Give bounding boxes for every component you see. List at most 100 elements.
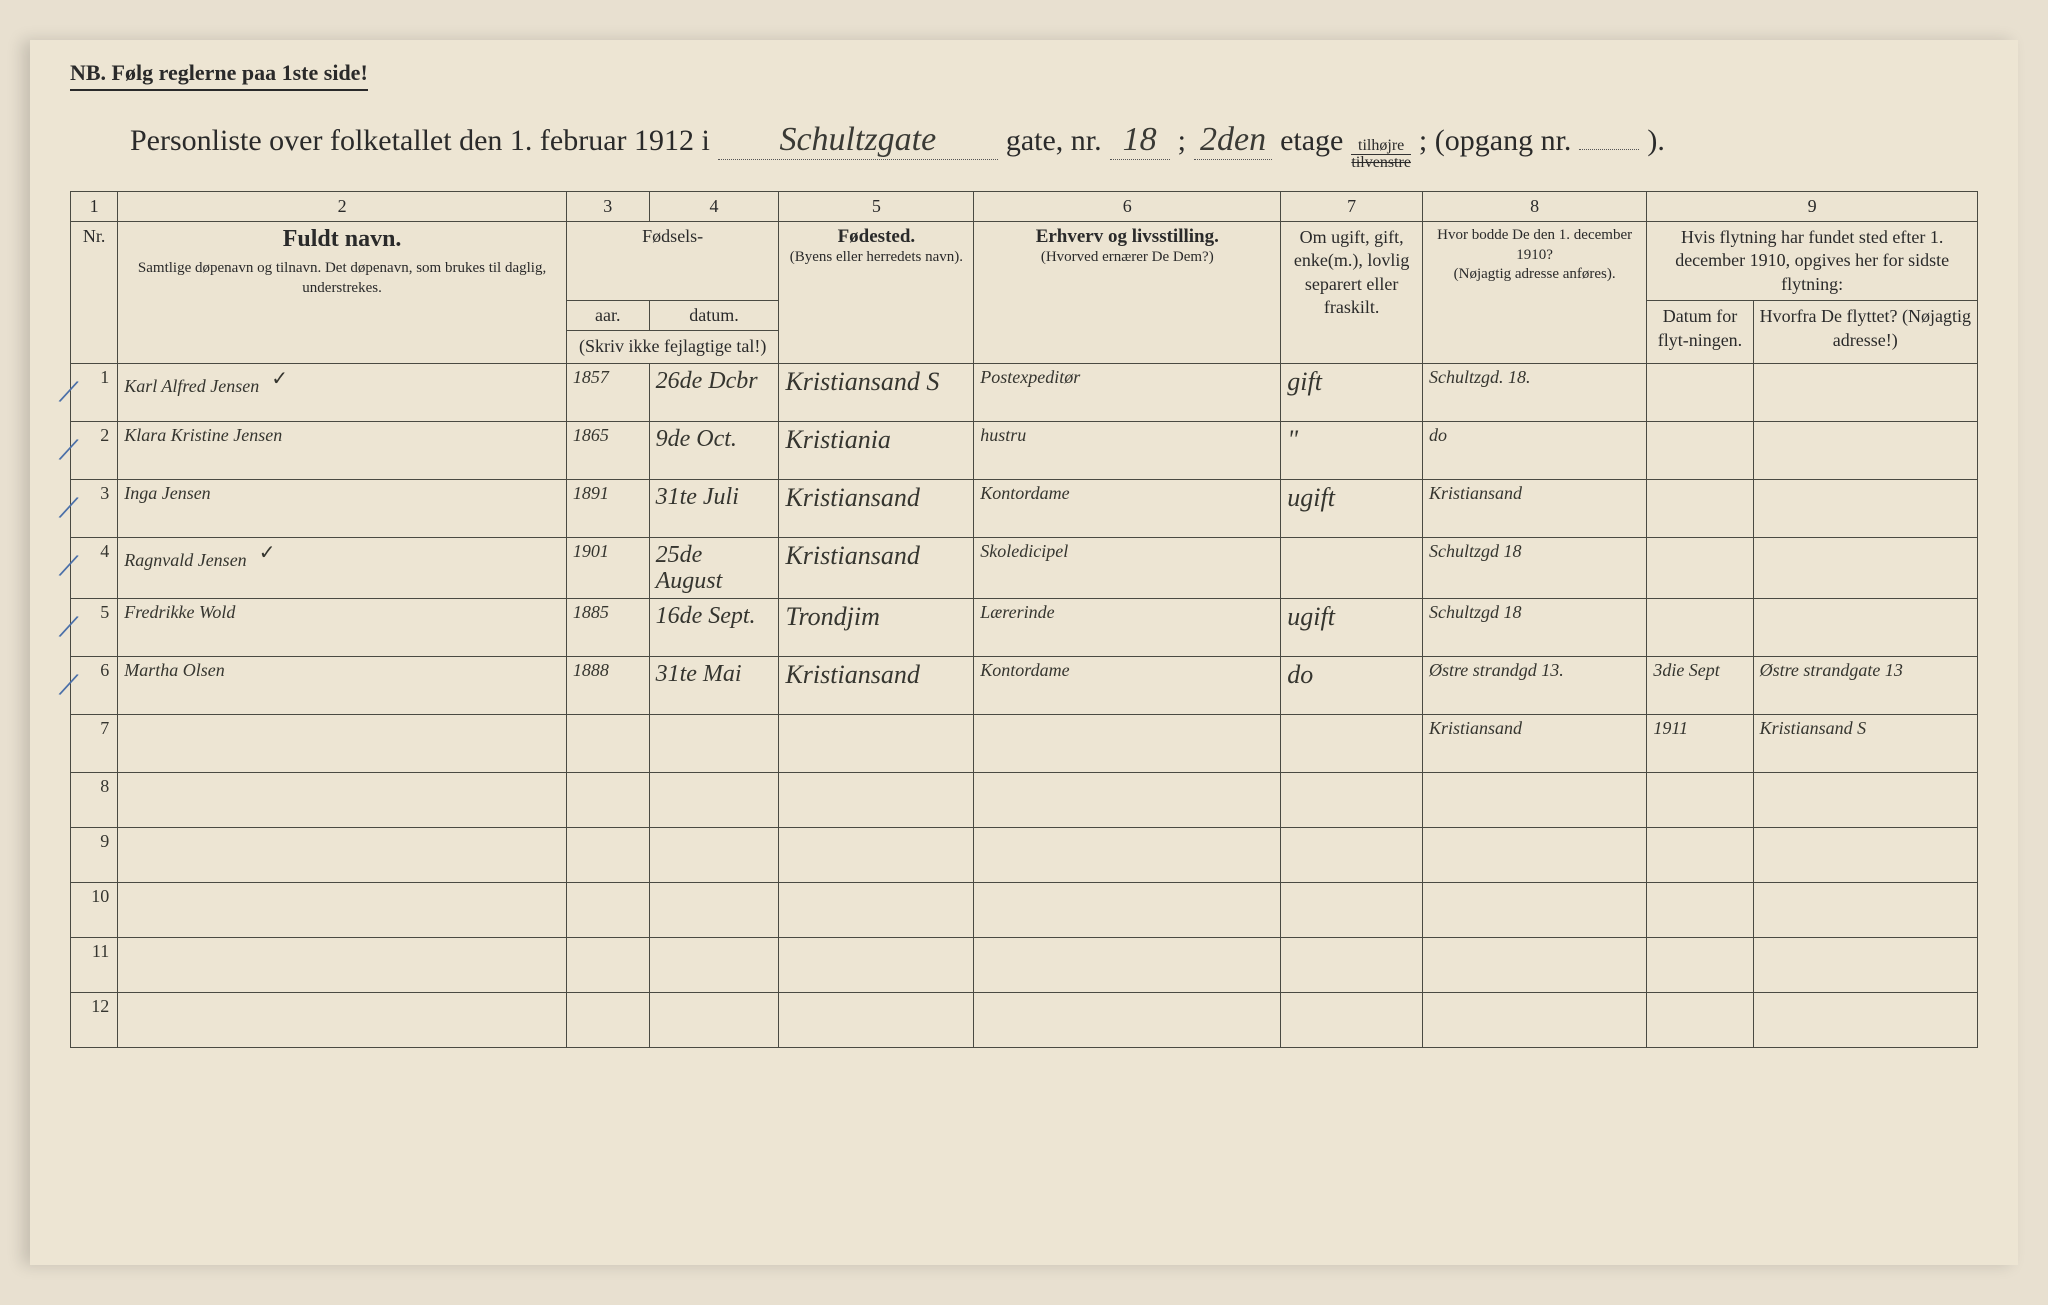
etage-number: 2den <box>1194 121 1272 160</box>
cell-status: ugift <box>1281 479 1423 537</box>
check-tick-icon: / <box>58 545 78 586</box>
census-page: NB. Følg reglerne paa 1ste side! Personl… <box>30 40 2018 1265</box>
row-number: 10 <box>71 883 118 938</box>
row-number: /2 <box>71 421 118 479</box>
opgang-label: ; (opgang nr. <box>1419 124 1571 158</box>
row-number: /5 <box>71 599 118 657</box>
cell-address-1910: Schultzgd. 18. <box>1422 363 1646 421</box>
cell-occupation: Postexpeditør <box>974 363 1281 421</box>
census-table: 1 2 3 4 5 6 7 8 9 Nr. Fuldt navn. Samtli… <box>70 191 1978 1048</box>
cell-name: Karl Alfred Jensen✓ <box>118 363 567 421</box>
header-name: Fuldt navn. Samtlige døpenavn og tilnavn… <box>118 222 567 364</box>
header-place: Fødested. (Byens eller herredets navn). <box>779 222 974 364</box>
check-tick-icon: / <box>58 607 78 648</box>
cell-name: Inga Jensen <box>118 479 567 537</box>
cell-occupation: Kontordame <box>974 657 1281 715</box>
cell-date: 31te Juli <box>649 479 779 537</box>
cell-move-date <box>1647 363 1753 421</box>
cell-name: Klara Kristine Jensen <box>118 421 567 479</box>
cell-move-from: Østre strandgate 13 <box>1753 657 1977 715</box>
title-end: ). <box>1647 124 1665 158</box>
cell-move-date <box>1647 599 1753 657</box>
header-occ-sub: (Hvorved ernærer De Dem?) <box>980 248 1274 268</box>
cell-status: do <box>1281 657 1423 715</box>
row-number: /6 <box>71 657 118 715</box>
cell-date: 16de Sept. <box>649 599 779 657</box>
cell-name: Martha Olsen <box>118 657 567 715</box>
cell-year: 1885 <box>566 599 649 657</box>
cell-year <box>566 715 649 773</box>
checkmark-icon: ✓ <box>271 368 288 390</box>
checkmark-icon: ✓ <box>259 542 276 564</box>
colnum: 9 <box>1647 192 1978 222</box>
cell-move-from <box>1753 537 1977 599</box>
cell-address-1910: Østre strandgd 13. <box>1422 657 1646 715</box>
header-addr-sub: (Nøjagtig adresse anføres). <box>1429 265 1640 285</box>
street-field: Schultzgate <box>718 121 998 160</box>
cell-status: " <box>1281 421 1423 479</box>
row-number: /1 <box>71 363 118 421</box>
side-fraction: tilhøjre tilvenstre <box>1351 138 1411 171</box>
header-occupation: Erhverv og livsstilling. (Hvorved ernære… <box>974 222 1281 364</box>
cell-occupation: hustru <box>974 421 1281 479</box>
cell-move-from: Kristiansand S <box>1753 715 1977 773</box>
cell-date: 25de August <box>649 537 779 599</box>
table-row: /6Martha Olsen188831te MaiKristiansandKo… <box>71 657 1978 715</box>
table-row: /1Karl Alfred Jensen✓185726de DcbrKristi… <box>71 363 1978 421</box>
cell-move-from <box>1753 599 1977 657</box>
table-row: /3Inga Jensen189131te JuliKristiansandKo… <box>71 479 1978 537</box>
header-birth-date: datum. <box>649 301 779 331</box>
cell-date <box>649 715 779 773</box>
header-status: Om ugift, gift, enke(m.), lovlig separer… <box>1281 222 1423 364</box>
header-birth-group: Fødsels- <box>566 222 779 301</box>
colnum: 5 <box>779 192 974 222</box>
cell-birthplace: Kristiansand <box>779 537 974 599</box>
row-number: 9 <box>71 828 118 883</box>
cell-address-1910: Schultzgd 18 <box>1422 599 1646 657</box>
table-row: 7Kristiansand1911Kristiansand S <box>71 715 1978 773</box>
cell-year: 1888 <box>566 657 649 715</box>
colnum: 2 <box>118 192 567 222</box>
check-tick-icon: / <box>58 665 78 706</box>
cell-status: ugift <box>1281 599 1423 657</box>
row-number: /3 <box>71 479 118 537</box>
cell-move-date <box>1647 479 1753 537</box>
header-addr-big: Hvor bodde De den 1. december 1910? <box>1429 226 1640 265</box>
title-prefix: Personliste over folketallet den 1. febr… <box>130 124 710 158</box>
colnum: 8 <box>1422 192 1646 222</box>
gate-number: 18 <box>1110 121 1170 160</box>
row-number: 8 <box>71 773 118 828</box>
cell-address-1910: Kristiansand <box>1422 715 1646 773</box>
row-number: 12 <box>71 993 118 1048</box>
cell-birthplace: Trondjim <box>779 599 974 657</box>
nb-instruction: NB. Følg reglerne paa 1ste side! <box>70 60 368 91</box>
row-number: /4 <box>71 537 118 599</box>
cell-name <box>118 715 567 773</box>
table-row-empty: 10 <box>71 883 1978 938</box>
table-row-empty: 9 <box>71 828 1978 883</box>
header-birth-note: (Skriv ikke fejlagtige tal!) <box>566 331 779 363</box>
side-top: tilhøjre <box>1351 138 1411 155</box>
cell-address-1910: Kristiansand <box>1422 479 1646 537</box>
header-name-big: Fuldt navn. <box>124 226 560 253</box>
cell-name: Fredrikke Wold <box>118 599 567 657</box>
table-row: /4Ragnvald Jensen✓190125de AugustKristia… <box>71 537 1978 599</box>
header-move-from: Hvorfra De flyttet? (Nøjagtig adresse!) <box>1753 301 1977 363</box>
check-tick-icon: / <box>58 487 78 528</box>
colnum: 7 <box>1281 192 1423 222</box>
cell-address-1910: do <box>1422 421 1646 479</box>
etage-label: etage <box>1280 124 1343 158</box>
gate-label: gate, nr. <box>1006 124 1102 158</box>
check-tick-icon: / <box>58 429 78 470</box>
table-row: /5Fredrikke Wold188516de Sept.TrondjimLæ… <box>71 599 1978 657</box>
table-body: /1Karl Alfred Jensen✓185726de DcbrKristi… <box>71 363 1978 1048</box>
cell-year: 1901 <box>566 537 649 599</box>
cell-birthplace: Kristiansand <box>779 657 974 715</box>
cell-move-date: 3die Sept <box>1647 657 1753 715</box>
colnum: 3 <box>566 192 649 222</box>
header-place-sub: (Byens eller herredets navn). <box>785 248 967 268</box>
table-row-empty: 12 <box>71 993 1978 1048</box>
cell-name: Ragnvald Jensen✓ <box>118 537 567 599</box>
cell-occupation <box>974 715 1281 773</box>
header-name-sub: Samtlige døpenavn og tilnavn. Det døpena… <box>124 259 560 298</box>
